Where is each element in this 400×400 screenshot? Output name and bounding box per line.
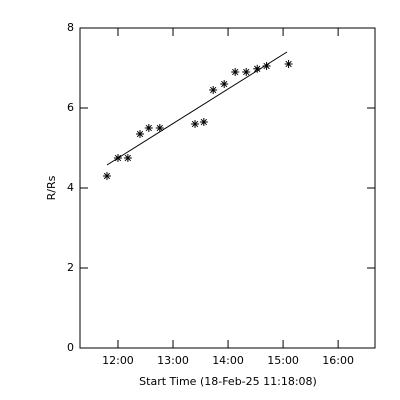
point — [209, 86, 218, 94]
point — [155, 124, 164, 132]
point — [231, 68, 240, 76]
y-tick-label: 8 — [67, 21, 74, 34]
x-tick-label: 13:00 — [157, 354, 189, 367]
x-tick-label: 14:00 — [212, 354, 244, 367]
fit-line — [106, 51, 288, 166]
x-axis-label: Start Time (18-Feb-25 11:18:08) — [139, 375, 317, 388]
y-tick-label: 6 — [67, 101, 74, 114]
y-tick-label: 0 — [67, 341, 74, 354]
point — [135, 130, 144, 138]
plot-frame — [79, 27, 376, 349]
point — [144, 124, 153, 132]
y-axis-label: R/Rs — [45, 175, 58, 200]
point — [191, 120, 200, 128]
point — [123, 154, 132, 162]
point — [199, 118, 208, 126]
point — [284, 60, 293, 68]
x-tick-label: 12:00 — [102, 354, 134, 367]
x-tick-label: 15:00 — [267, 354, 299, 367]
point — [220, 80, 229, 88]
point — [102, 172, 111, 180]
y-tick-label: 4 — [67, 181, 74, 194]
point — [262, 62, 271, 70]
x-tick-label: 16:00 — [322, 354, 354, 367]
point — [242, 68, 251, 76]
point — [253, 64, 262, 73]
y-tick-label: 2 — [67, 261, 74, 274]
